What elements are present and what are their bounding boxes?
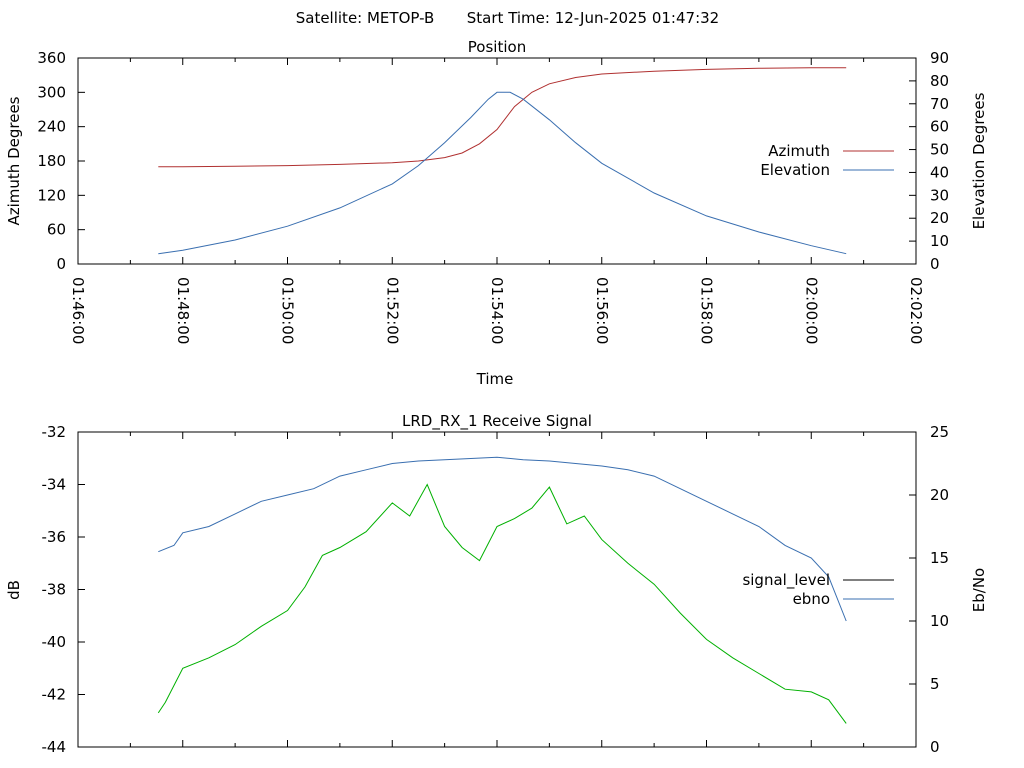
y-tick-label: 0	[56, 255, 66, 273]
y2-tick-label: 90	[930, 49, 949, 67]
signal-level-series-line	[157, 483, 847, 724]
position-x-axis-label: Time	[476, 370, 514, 388]
x-tick-label: 02:02:00	[907, 277, 925, 344]
legend-elevation-label: Elevation	[760, 161, 830, 179]
ebno-series-line	[158, 456, 847, 622]
position-series	[158, 67, 847, 255]
y-tick-label: -38	[42, 581, 67, 599]
y2-tick-label: 10	[930, 232, 949, 250]
y2-tick-label: 0	[930, 738, 940, 756]
legend-ebno-label: ebno	[793, 590, 830, 608]
y-tick-label: -36	[42, 528, 67, 546]
y2-tick-label: 40	[930, 163, 949, 181]
x-tick-label: 01:46:00	[69, 277, 87, 344]
y-tick-label: 300	[37, 83, 66, 101]
signal-ticks: -44 -42 -40 -38 -36 -34 -32 0 5 10 15 20 25	[42, 423, 950, 756]
y-tick-label: -42	[42, 686, 67, 704]
y2-tick-label: 20	[930, 209, 949, 227]
x-tick-label: 01:50:00	[279, 277, 297, 344]
y2-tick-label: 15	[930, 549, 949, 567]
y2-tick-label: 25	[930, 423, 949, 441]
y-tick-label: -40	[42, 633, 67, 651]
y2-tick-label: 50	[930, 141, 949, 159]
signal-chart-title: LRD_RX_1 Receive Signal	[402, 412, 592, 431]
legend-signal-level-label: signal_level	[742, 571, 830, 590]
y2-tick-label: 5	[930, 675, 940, 693]
position-ticks: 01:46:00 01:48:00 01:50:00 01:52:00 01:54:00…	[37, 49, 949, 344]
position-y2-axis-label: Elevation Degrees	[970, 92, 988, 229]
y2-tick-label: 60	[930, 118, 949, 136]
position-chart-title: Position	[468, 38, 526, 56]
header-start-time: Start Time: 12-Jun-2025 01:47:32	[467, 9, 719, 27]
y2-tick-label: 0	[930, 255, 940, 273]
elevation-series-line	[158, 91, 847, 255]
signal-legend: signal_level ebno	[742, 571, 894, 608]
position-legend: Azimuth Elevation	[760, 142, 894, 179]
x-tick-label: 02:00:00	[802, 277, 820, 344]
y-tick-label: 360	[37, 49, 66, 67]
position-y-axis-label: Azimuth Degrees	[5, 96, 23, 225]
x-tick-label: 01:48:00	[174, 277, 192, 344]
azimuth-series-line	[158, 67, 847, 168]
signal-y2-axis-label: Eb/No	[970, 568, 988, 612]
signal-series	[157, 456, 847, 724]
header-satellite: Satellite: METOP-B	[296, 9, 435, 27]
y2-tick-label: 20	[930, 486, 949, 504]
y-tick-label: 240	[37, 118, 66, 136]
y2-tick-label: 30	[930, 186, 949, 204]
y-tick-label: 60	[47, 221, 66, 239]
y2-tick-label: 10	[930, 612, 949, 630]
position-chart: Position Azimuth Degrees Elevation Degre…	[5, 38, 988, 388]
signal-plot-frame	[77, 431, 917, 748]
y-tick-label: -34	[42, 476, 67, 494]
signal-y-axis-label: dB	[5, 580, 23, 600]
y-tick-label: 180	[37, 152, 66, 170]
y2-tick-label: 80	[930, 72, 949, 90]
x-tick-label: 01:52:00	[383, 277, 401, 344]
y-tick-label: -32	[42, 423, 67, 441]
x-tick-label: 01:58:00	[698, 277, 716, 344]
y-tick-label: -44	[42, 738, 67, 756]
x-tick-label: 01:56:00	[593, 277, 611, 344]
y2-tick-label: 70	[930, 95, 949, 113]
legend-azimuth-label: Azimuth	[768, 142, 830, 160]
y-tick-label: 120	[37, 186, 66, 204]
x-tick-label: 01:54:00	[488, 277, 506, 344]
signal-chart: LRD_RX_1 Receive Signal dB Eb/No -44-42-…	[5, 412, 988, 756]
